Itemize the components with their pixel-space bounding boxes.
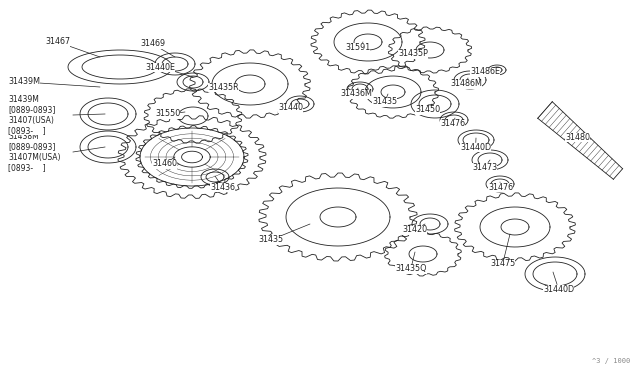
Text: 31435R: 31435R <box>208 83 239 92</box>
Text: 31420: 31420 <box>402 224 427 234</box>
Text: ^3 / 1000: ^3 / 1000 <box>592 358 630 364</box>
Text: 31475: 31475 <box>490 234 515 269</box>
Text: 31460: 31460 <box>152 157 177 169</box>
Text: 31436: 31436 <box>210 176 235 192</box>
Text: 31436M: 31436M <box>340 88 372 99</box>
Text: 31440D: 31440D <box>460 138 491 151</box>
Text: 31439M: 31439M <box>8 77 100 87</box>
Text: 31440: 31440 <box>278 103 303 112</box>
Text: 31439M
[0889-0893]
31407(USA)
[0893-    ]: 31439M [0889-0893] 31407(USA) [0893- ] <box>8 95 56 135</box>
Text: 31435P: 31435P <box>398 49 428 58</box>
Text: 31480: 31480 <box>565 132 590 141</box>
Text: 31435Q: 31435Q <box>395 252 426 273</box>
Text: 31450: 31450 <box>415 104 440 115</box>
Text: 31486M: 31486M <box>450 78 482 89</box>
Text: 31486E: 31486E <box>470 67 500 77</box>
Text: 31591: 31591 <box>345 42 371 51</box>
Text: 31440D: 31440D <box>543 272 574 294</box>
Text: 31435: 31435 <box>372 94 397 106</box>
Text: 31476: 31476 <box>440 118 465 128</box>
Text: 31476: 31476 <box>488 182 513 192</box>
Text: 31438M
[0889-0893]
31407M(USA)
[0893-    ]: 31438M [0889-0893] 31407M(USA) [0893- ] <box>8 132 61 172</box>
Text: 31467: 31467 <box>45 38 100 57</box>
Text: 31469: 31469 <box>140 39 175 57</box>
Text: 31435: 31435 <box>258 224 310 244</box>
Text: 31550: 31550 <box>155 109 185 119</box>
Text: 31440E: 31440E <box>145 62 193 77</box>
Text: 31473: 31473 <box>472 160 497 171</box>
